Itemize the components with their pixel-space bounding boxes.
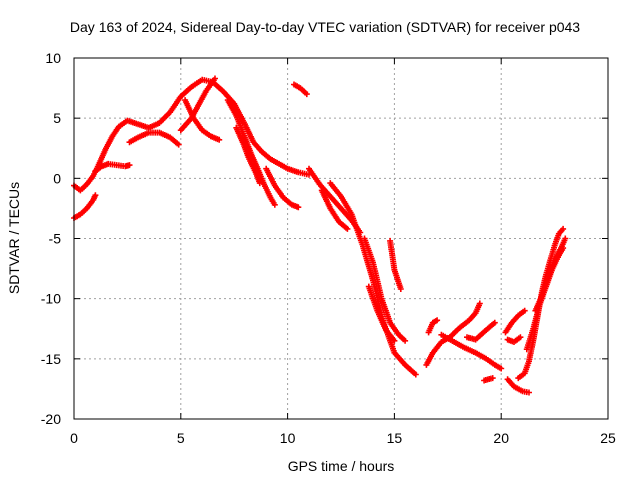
- data-point: [344, 225, 351, 232]
- data-point: [295, 204, 302, 211]
- series-arc-l: [318, 187, 351, 232]
- data-point: [560, 225, 567, 232]
- data-point: [391, 337, 398, 344]
- x-tick-label: 20: [493, 430, 509, 446]
- series-arc-w: [502, 307, 528, 336]
- x-tick-label: 5: [177, 430, 185, 446]
- x-axis-label: GPS time / hours: [288, 458, 395, 474]
- series-arc-i: [263, 165, 302, 211]
- series-arc-r: [425, 317, 441, 336]
- x-tick-label: 0: [70, 430, 78, 446]
- grid: [74, 58, 608, 419]
- x-tick-label: 25: [600, 430, 616, 446]
- data-points: [71, 75, 569, 396]
- data-point: [476, 300, 483, 307]
- series-arc-x: [504, 334, 524, 345]
- series-arc-f: [182, 97, 223, 143]
- data-point: [397, 286, 404, 292]
- y-tick-label: -20: [41, 411, 61, 427]
- data-point: [256, 180, 263, 187]
- data-point: [175, 141, 182, 148]
- series-arc-b: [71, 192, 99, 221]
- data-point: [212, 75, 218, 82]
- series-arc-g: [224, 97, 278, 208]
- series-arc-h: [233, 124, 263, 187]
- data-point: [126, 162, 133, 169]
- series-arc-v: [481, 375, 496, 384]
- data-point: [526, 389, 532, 396]
- data-point: [489, 375, 496, 382]
- x-tick-label: 10: [280, 430, 296, 446]
- series-arc-a: [71, 76, 312, 194]
- data-point: [216, 136, 223, 143]
- series-arc-o: [365, 283, 398, 344]
- series-arc-s: [446, 300, 483, 341]
- series-arc-u: [464, 319, 498, 343]
- data-point: [491, 319, 498, 326]
- x-tick-label: 15: [387, 430, 403, 446]
- series-arc-p: [387, 237, 404, 292]
- y-axis-label: SDTVAR / TECUs: [6, 182, 22, 294]
- data-point: [92, 192, 99, 199]
- data-point: [434, 317, 441, 324]
- series-arc-n: [361, 235, 409, 344]
- y-tick-label: -15: [41, 351, 61, 367]
- axis-ticks: 0 5 10 15 20 25 -20 -15 -10 -5 0 5 10: [41, 50, 616, 446]
- series-arc-ab: [532, 235, 569, 314]
- data-point: [562, 235, 569, 242]
- data-point: [498, 365, 505, 372]
- y-tick-label: -10: [41, 291, 61, 307]
- series-arc-d: [126, 129, 182, 148]
- series-arc-c: [92, 160, 133, 175]
- y-tick-label: 5: [53, 110, 61, 126]
- data-point: [271, 201, 278, 208]
- data-point: [521, 307, 528, 314]
- data-point: [402, 337, 409, 344]
- chart-title: Day 163 of 2024, Sidereal Day-to-day VTE…: [70, 19, 580, 35]
- series-arc-y: [504, 376, 532, 396]
- y-tick-label: -5: [49, 231, 62, 247]
- series-arc-j: [291, 81, 310, 98]
- data-point: [412, 371, 419, 378]
- data-point: [517, 334, 524, 341]
- data-point: [303, 91, 310, 98]
- series-arc-t: [438, 331, 505, 372]
- y-tick-label: 0: [53, 170, 61, 186]
- y-tick-label: 10: [45, 50, 61, 66]
